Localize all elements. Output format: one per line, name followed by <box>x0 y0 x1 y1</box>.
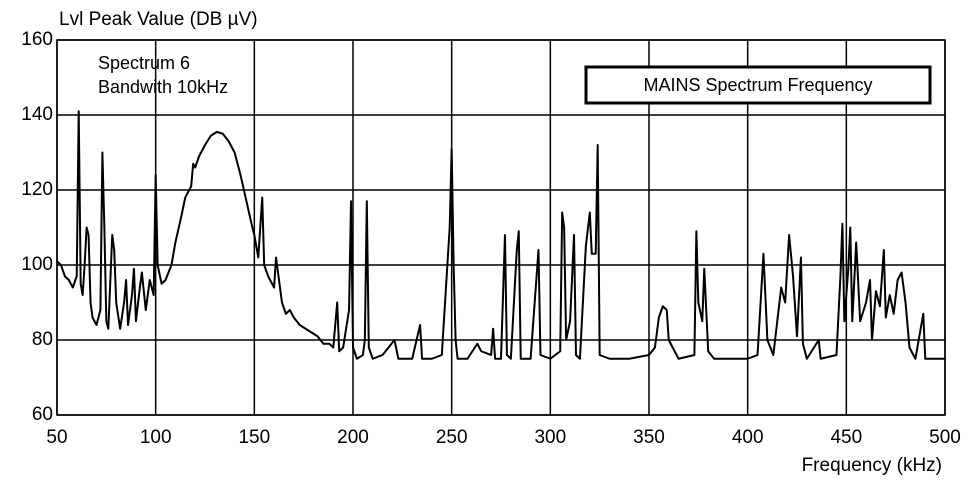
annotation: Bandwith 10kHz <box>98 77 228 97</box>
x-tick-label: 200 <box>337 427 369 448</box>
y-tick-label: 60 <box>32 404 53 425</box>
x-tick-label: 300 <box>534 427 566 448</box>
y-tick-label: 160 <box>21 29 53 50</box>
annotation: Spectrum 6 <box>98 53 190 73</box>
x-tick-label: 150 <box>238 427 270 448</box>
y-tick-label: 140 <box>21 104 53 125</box>
plot-frame <box>56 39 946 416</box>
x-tick-label: 250 <box>436 427 468 448</box>
y-tick-label: 100 <box>21 254 53 275</box>
spectrum-line <box>56 110 945 360</box>
y-tick-label: 120 <box>21 179 53 200</box>
x-tick-label: 50 <box>46 427 67 448</box>
x-tick-label: 100 <box>140 427 172 448</box>
y-tick-label: 80 <box>32 329 53 350</box>
chart-title: MAINS Spectrum Frequency <box>643 75 872 95</box>
title-box <box>584 65 932 105</box>
x-tick-label: 400 <box>732 427 764 448</box>
x-tick-label: 500 <box>929 427 961 448</box>
y-axis-label: Lvl Peak Value (DB µV) <box>59 9 258 30</box>
x-tick-label: 450 <box>830 427 862 448</box>
x-axis-label: Frequency (kHz) <box>802 455 942 476</box>
x-tick-label: 350 <box>633 427 665 448</box>
